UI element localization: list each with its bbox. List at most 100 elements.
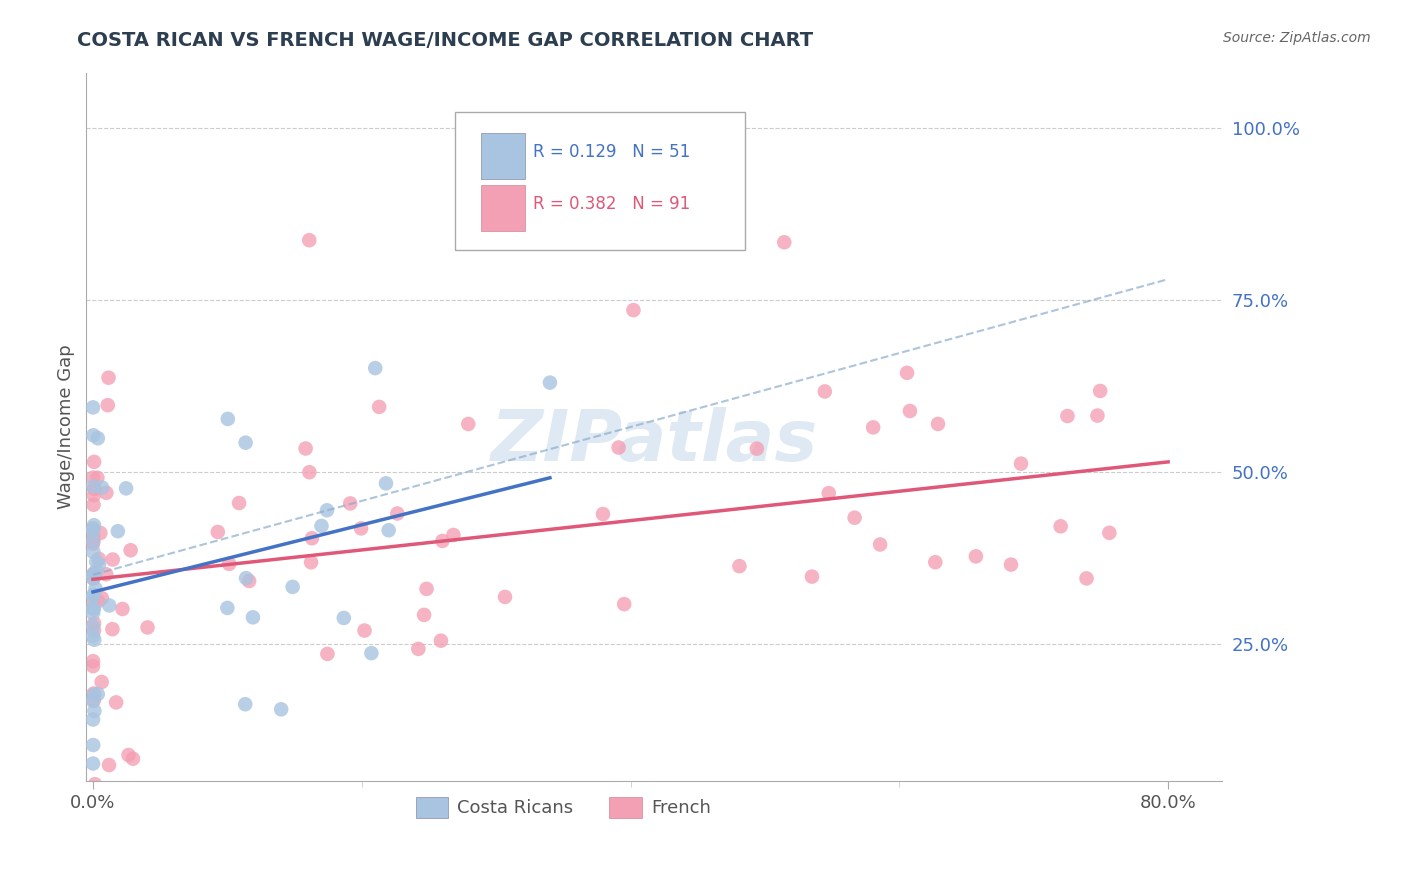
Point <box>217 601 239 615</box>
Point <box>82 572 104 586</box>
Point <box>87 594 110 608</box>
Point <box>898 404 921 418</box>
Point <box>387 507 409 521</box>
Point <box>83 455 105 469</box>
Point <box>82 545 104 559</box>
Point <box>87 687 110 701</box>
Point <box>745 442 768 456</box>
Point <box>494 590 516 604</box>
Point <box>120 543 142 558</box>
Point <box>83 482 105 496</box>
Point <box>90 675 112 690</box>
Point <box>86 471 108 485</box>
Point <box>432 533 454 548</box>
Point <box>83 693 105 707</box>
Point <box>278 842 301 856</box>
Point <box>353 624 375 638</box>
Point <box>122 752 145 766</box>
Point <box>817 486 839 500</box>
Point <box>83 518 105 533</box>
Point <box>83 488 105 502</box>
Point <box>613 597 636 611</box>
Point <box>97 398 120 412</box>
Point <box>82 572 104 586</box>
Point <box>924 555 946 569</box>
Point <box>965 549 987 564</box>
Point <box>83 588 105 602</box>
Y-axis label: Wage/Income Gap: Wage/Income Gap <box>58 344 75 509</box>
Point <box>82 521 104 535</box>
Point <box>83 704 105 718</box>
Point <box>84 582 107 596</box>
Point <box>377 523 399 537</box>
Point <box>90 591 112 606</box>
Point <box>623 303 645 318</box>
Point <box>82 567 104 582</box>
Point <box>350 521 373 535</box>
Point <box>82 534 104 549</box>
Point <box>316 503 339 517</box>
Point <box>83 498 105 512</box>
Point <box>82 629 104 643</box>
Legend: Costa Ricans, French: Costa Ricans, French <box>408 789 718 825</box>
Point <box>299 555 322 569</box>
Point <box>82 756 104 771</box>
Point <box>98 758 121 772</box>
Point <box>927 417 949 431</box>
Point <box>869 537 891 551</box>
Point <box>238 574 260 588</box>
Text: COSTA RICAN VS FRENCH WAGE/INCOME GAP CORRELATION CHART: COSTA RICAN VS FRENCH WAGE/INCOME GAP CO… <box>77 31 814 50</box>
Point <box>83 482 105 496</box>
Point <box>83 632 105 647</box>
Point <box>82 601 104 615</box>
Point <box>728 559 751 574</box>
Point <box>111 602 134 616</box>
Point <box>83 602 105 616</box>
Point <box>1098 525 1121 540</box>
Point <box>538 376 561 390</box>
Point <box>83 688 105 702</box>
Point <box>82 654 104 668</box>
Text: R = 0.382   N = 91: R = 0.382 N = 91 <box>533 195 690 213</box>
Point <box>1076 571 1098 585</box>
Text: R = 0.129   N = 51: R = 0.129 N = 51 <box>533 144 690 161</box>
Point <box>82 530 104 544</box>
Point <box>207 524 229 539</box>
Point <box>235 571 257 585</box>
FancyBboxPatch shape <box>481 185 524 231</box>
Point <box>96 567 118 582</box>
Point <box>1088 384 1111 398</box>
Point <box>82 522 104 536</box>
Point <box>82 524 104 538</box>
Point <box>98 599 121 613</box>
Point <box>115 481 138 495</box>
Point <box>82 567 104 582</box>
Point <box>801 569 824 583</box>
Point <box>82 590 104 604</box>
Point <box>87 431 110 445</box>
Point <box>441 528 464 542</box>
Point <box>298 465 321 479</box>
Point <box>83 567 105 582</box>
Point <box>896 366 918 380</box>
Point <box>413 607 436 622</box>
Point <box>105 695 128 709</box>
Point <box>82 470 104 484</box>
Point <box>301 531 323 545</box>
Point <box>862 420 884 434</box>
Point <box>83 687 105 701</box>
Point <box>82 534 104 549</box>
Text: Source: ZipAtlas.com: Source: ZipAtlas.com <box>1223 31 1371 45</box>
Point <box>281 580 304 594</box>
Point <box>316 647 339 661</box>
Point <box>339 496 361 510</box>
Point <box>83 624 105 638</box>
Point <box>607 441 630 455</box>
Point <box>82 738 104 752</box>
Point <box>82 694 104 708</box>
Point <box>218 557 240 571</box>
Point <box>430 633 453 648</box>
Point <box>270 702 292 716</box>
Point <box>82 428 104 442</box>
Point <box>294 442 316 456</box>
